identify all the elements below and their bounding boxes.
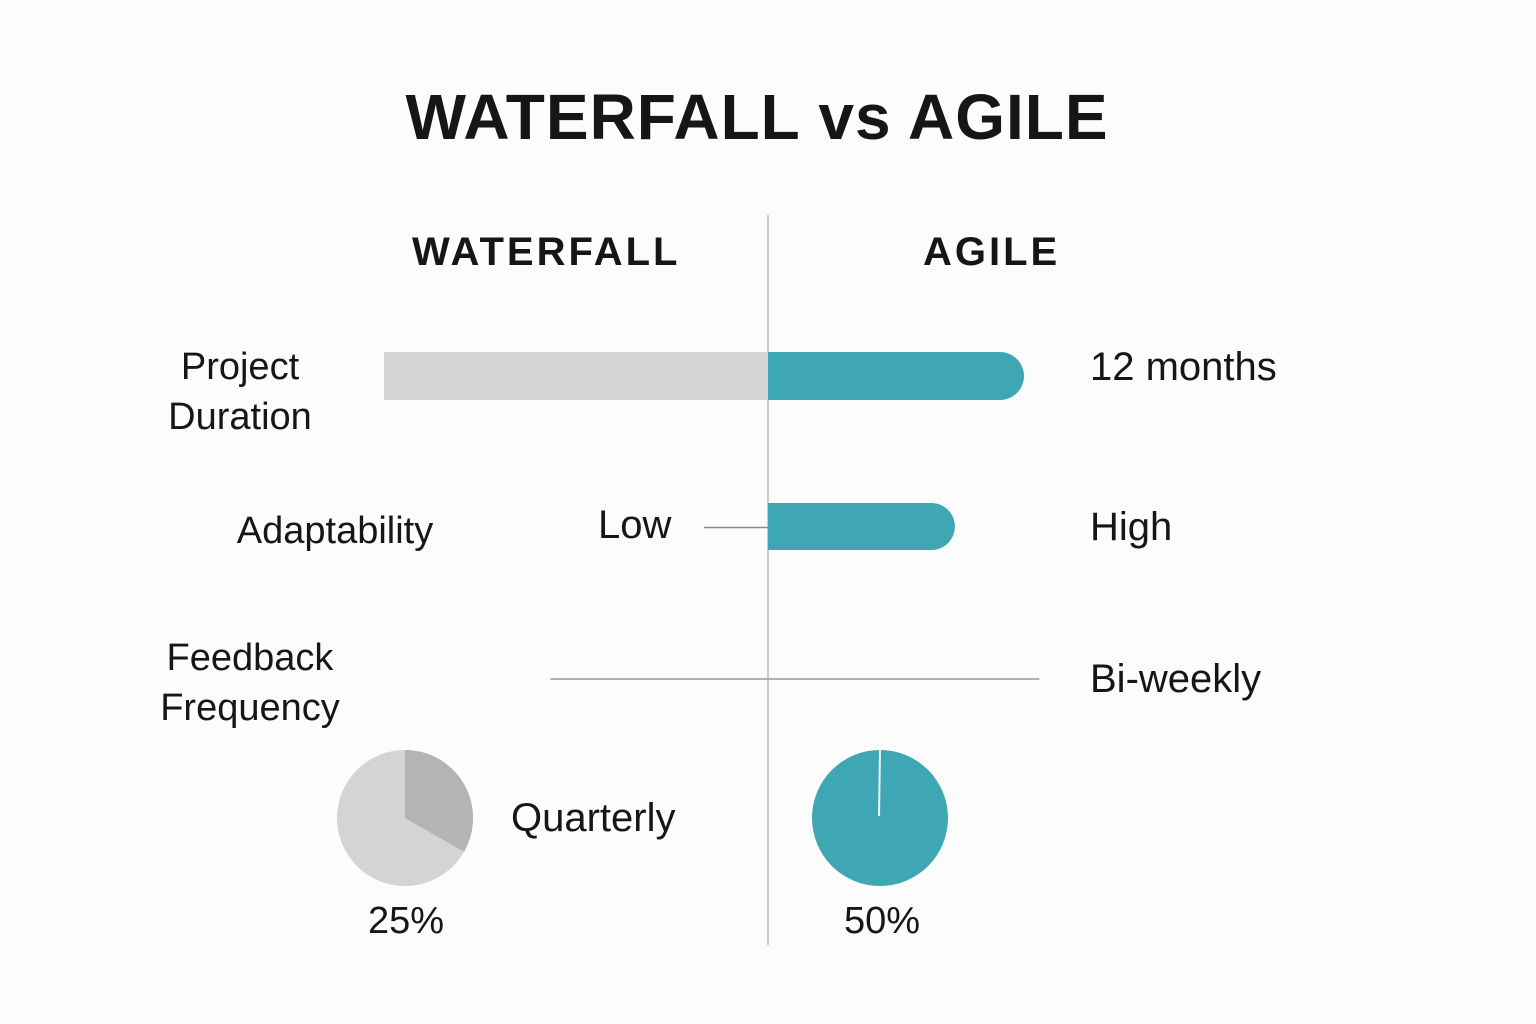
waterfall-pie-caption: Quarterly bbox=[511, 796, 676, 840]
agile-duration-value: 12 months bbox=[1090, 345, 1277, 389]
agile-adaptability-value: High bbox=[1090, 505, 1173, 549]
agile-duration-bar bbox=[768, 352, 1024, 400]
waterfall-pie-slice bbox=[405, 750, 474, 852]
chart-title: WATERFALL vs AGILE bbox=[405, 81, 1109, 153]
row-label-feedback-frequency: Feedback Frequency bbox=[160, 637, 340, 729]
row-label-adaptability: Adaptability bbox=[236, 510, 434, 552]
waterfall-duration-bar bbox=[384, 352, 768, 400]
row-label-project-duration: Project Duration bbox=[168, 346, 312, 438]
agile-pie-marker bbox=[878, 749, 881, 817]
waterfall-pie-percent: 25% bbox=[367, 900, 445, 942]
agile-pie-percent: 50% bbox=[843, 900, 921, 942]
waterfall-pie bbox=[337, 750, 474, 886]
waterfall-adaptability-value: Low bbox=[598, 503, 672, 547]
agile-pie bbox=[812, 749, 948, 886]
agile-adaptability-bar bbox=[768, 503, 955, 550]
waterfall-column-header: WATERFALL bbox=[412, 230, 681, 274]
agile-column-header: AGILE bbox=[923, 230, 1061, 274]
agile-pie-base bbox=[812, 750, 948, 886]
agile-feedback-value: Bi-weekly bbox=[1090, 657, 1262, 701]
